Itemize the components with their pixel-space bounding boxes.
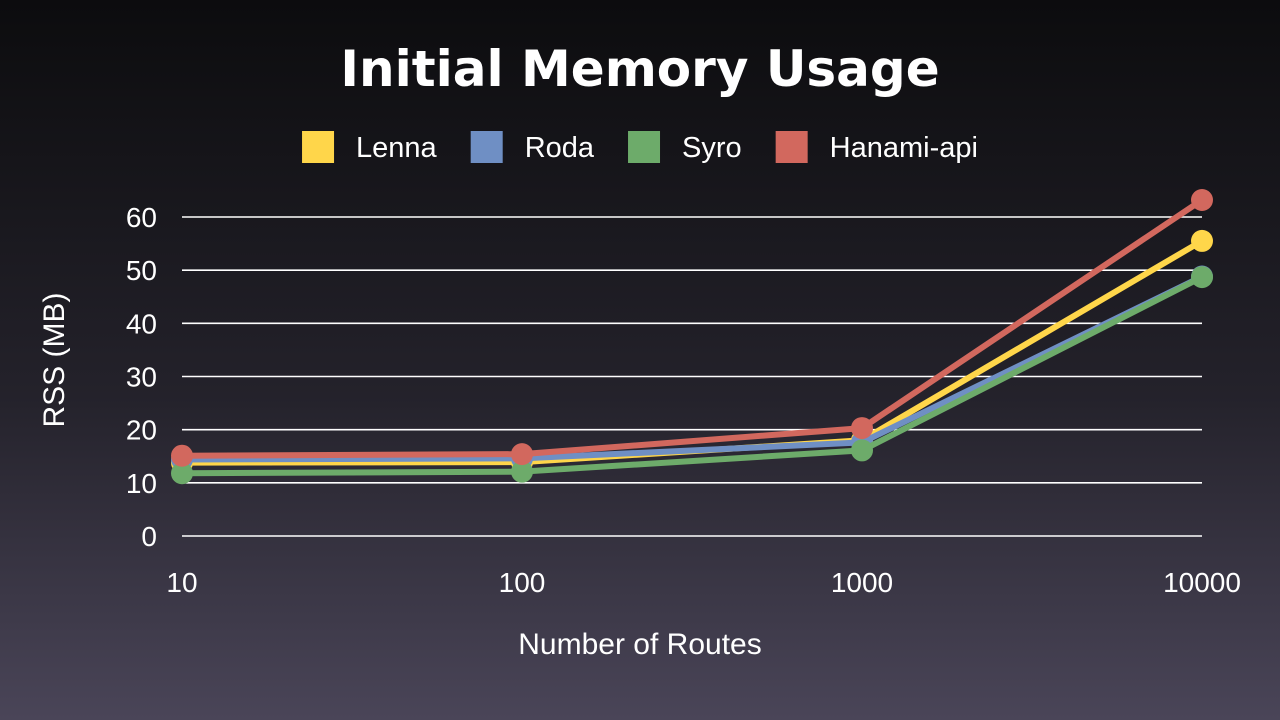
gridlines: [182, 216, 1202, 537]
y-tick-label: 60: [126, 202, 157, 233]
legend: Lenna Roda Syro Hanami-api: [302, 131, 978, 164]
data-point: [851, 439, 873, 462]
legend-item: Lenna: [302, 131, 438, 164]
data-point: [1191, 188, 1213, 211]
series-line: [179, 273, 1205, 463]
y-axis-ticks: 0 10 20 30 40 50 60: [126, 202, 157, 552]
legend-label: Roda: [525, 132, 595, 164]
x-tick-label: 1000: [831, 567, 893, 598]
series-syro: [171, 266, 1213, 485]
series-line: [179, 274, 1205, 477]
series-group: [171, 188, 1213, 485]
y-tick-label: 0: [141, 521, 157, 552]
chart-title: Initial Memory Usage: [340, 40, 939, 98]
legend-label: Hanami-api: [830, 132, 978, 164]
y-axis-label: RSS (MB): [38, 293, 71, 428]
legend-swatch: [470, 131, 503, 163]
legend-item: Hanami-api: [775, 131, 978, 164]
legend-label: Syro: [682, 132, 742, 164]
legend-item: Roda: [470, 131, 595, 164]
y-tick-label: 30: [126, 362, 157, 393]
series-line: [179, 196, 1205, 459]
legend-swatch: [302, 131, 335, 163]
y-tick-label: 40: [126, 308, 157, 339]
data-point: [851, 417, 873, 440]
data-point: [511, 443, 533, 466]
y-tick-label: 50: [126, 255, 157, 286]
y-tick-label: 10: [126, 468, 157, 499]
data-point: [171, 462, 193, 485]
data-point: [511, 460, 533, 483]
x-axis-ticks: 10 100 1000 10000: [166, 567, 1241, 598]
legend-label: Lenna: [356, 132, 438, 164]
data-point: [171, 444, 193, 467]
legend-item: Syro: [628, 131, 742, 164]
data-point: [1191, 266, 1213, 289]
x-tick-label: 10000: [1163, 567, 1241, 598]
series-hanami-api: [171, 188, 1213, 467]
x-tick-label: 100: [499, 567, 546, 598]
x-axis-label: Number of Routes: [518, 628, 761, 661]
data-point: [1191, 229, 1213, 252]
legend-swatch: [628, 131, 661, 163]
x-tick-label: 10: [166, 567, 197, 598]
legend-swatch: [775, 131, 808, 163]
y-tick-label: 20: [126, 415, 157, 446]
